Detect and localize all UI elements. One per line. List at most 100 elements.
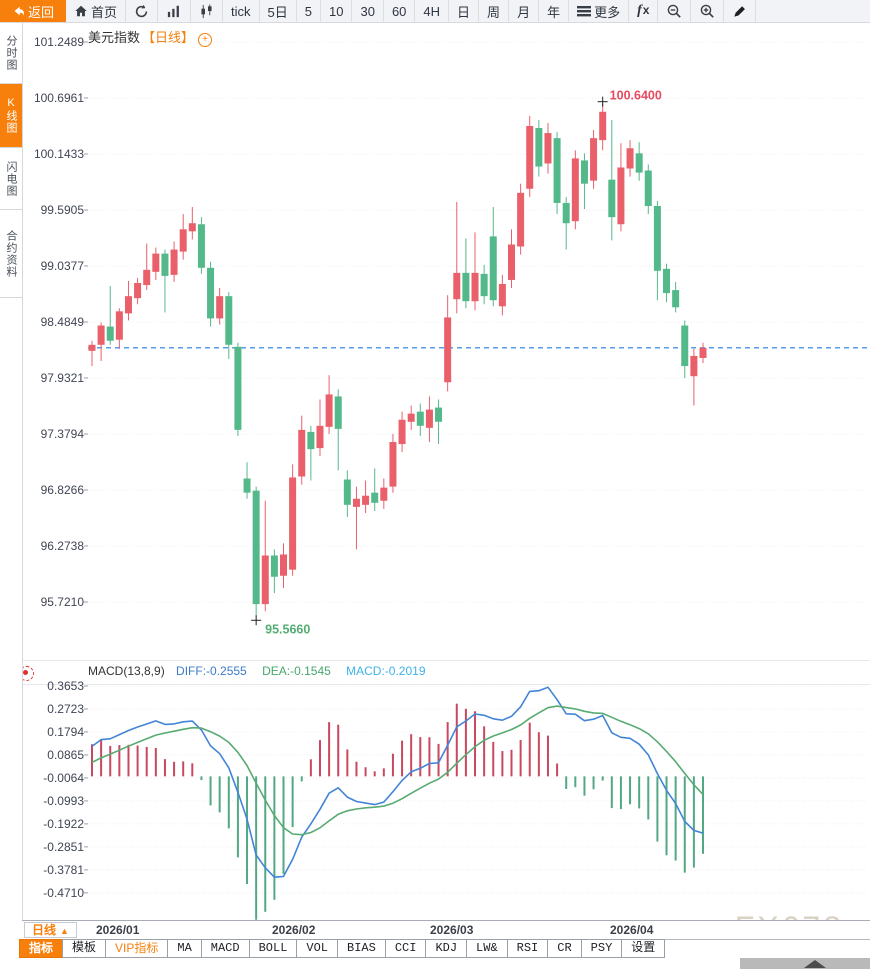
indicator-tab-rsi[interactable]: RSI <box>506 939 549 958</box>
macd-axis-label: -0.0993 <box>43 793 84 808</box>
toolbar-button-5[interactable]: 5 <box>297 0 321 22</box>
toolbar-button-30[interactable]: 30 <box>352 0 384 22</box>
macd-histogram-bar <box>692 776 695 868</box>
macd-histogram-bar <box>455 703 458 777</box>
candle-body <box>526 125 534 189</box>
indicator-tab-boll[interactable]: BOLL <box>248 939 298 958</box>
toolbar-button-refresh[interactable] <box>126 0 159 22</box>
toolbar-button-pencil[interactable] <box>724 0 757 22</box>
indicator-tab-cci[interactable]: CCI <box>384 939 427 958</box>
macd-histogram-bar <box>537 732 540 777</box>
macd-axis-label: -0.1922 <box>43 816 84 831</box>
macd-axis-label: 0.1794 <box>47 724 84 739</box>
macd-histogram-bar <box>629 776 632 805</box>
macd-axis-label: -0.4710 <box>43 885 84 900</box>
macd-axis-label: -0.3781 <box>43 862 84 877</box>
candle-body <box>444 317 452 383</box>
indicator-tab-指标[interactable]: 指标 <box>19 939 64 958</box>
macd-histogram-bar <box>236 776 239 858</box>
toolbar-button-60[interactable]: 60 <box>384 0 416 22</box>
indicator-tab-lw&[interactable]: LW& <box>466 939 508 958</box>
toolbar-button-tick[interactable]: tick <box>223 0 260 22</box>
indicator-tab-vip指标[interactable]: VIP指标 <box>105 939 169 958</box>
toolbar-button-label: 年 <box>547 4 561 20</box>
indicator-tab-bias[interactable]: BIAS <box>337 939 386 958</box>
toolbar-button-年[interactable]: 年 <box>539 0 570 22</box>
toolbar-button-label: 周 <box>487 4 501 20</box>
macd-histogram-bar <box>565 776 568 789</box>
macd-histogram-bar <box>328 722 331 777</box>
candle-body <box>261 555 269 605</box>
toolbar-button-label: 60 <box>391 3 407 19</box>
toolbar-button-月[interactable]: 月 <box>509 0 540 22</box>
candle-body <box>106 326 114 341</box>
sidebar-item-1[interactable]: K线图 <box>0 84 22 148</box>
indicator-tab-macd[interactable]: MACD <box>200 939 250 958</box>
candle-body <box>608 179 616 218</box>
add-overlay-icon[interactable]: + <box>198 33 213 47</box>
low-annotation: 95.5660 <box>265 622 310 636</box>
sidebar-item-3[interactable]: 合约资料 <box>0 210 22 298</box>
sidebar-item-2[interactable]: 闪电图 <box>0 148 22 210</box>
indicator-tab-ma[interactable]: MA <box>167 939 202 958</box>
macd-histogram-bar <box>510 749 513 777</box>
candle-body <box>553 138 561 203</box>
toolbar-button-back-arrow[interactable]: 返回 <box>0 0 67 22</box>
scroll-handle[interactable] <box>740 958 870 969</box>
candle-body <box>371 492 379 503</box>
candle-body <box>653 205 661 271</box>
toolbar-button-bar-chart[interactable] <box>158 0 192 22</box>
price-axis-label: 97.9321 <box>40 371 84 385</box>
candle-body <box>88 344 96 351</box>
indicator-tab-psy[interactable]: PSY <box>580 939 623 958</box>
candle-body <box>389 442 397 487</box>
price-axis-label: 100.6961 <box>33 91 84 105</box>
macd-histogram-bar <box>610 776 613 809</box>
toolbar-button-日[interactable]: 日 <box>449 0 480 22</box>
indicator-tab-设置[interactable]: 设置 <box>621 939 666 958</box>
x-axis-label: 2026/03 <box>430 923 474 937</box>
indicator-tab-cr[interactable]: CR <box>547 939 582 958</box>
candle-body <box>380 487 388 501</box>
candle-body <box>626 148 634 169</box>
toolbar-button-label: 5 <box>304 3 312 19</box>
candle-body <box>143 269 151 286</box>
toolbar-button-label: tick <box>231 3 251 19</box>
toolbar-button-zoom-out[interactable] <box>658 0 692 22</box>
toolbar-button-周[interactable]: 周 <box>479 0 510 22</box>
macd-histogram-bar <box>647 776 650 820</box>
sidebar-item-0[interactable]: 分时图 <box>0 22 22 84</box>
macd-diff-line <box>91 686 704 878</box>
price-axis-label: 96.8266 <box>40 482 84 497</box>
candle-body <box>699 347 707 358</box>
toolbar-button-fx[interactable]: fx <box>629 0 659 22</box>
macd-histogram-bar <box>483 726 486 777</box>
toolbar-button-menu[interactable]: 更多 <box>569 0 630 22</box>
macd-histogram-bar <box>519 739 522 777</box>
candle-body <box>407 413 415 422</box>
macd-histogram-bar <box>182 761 185 777</box>
macd-histogram-bar <box>428 737 431 777</box>
macd-axis-label: 0.3653 <box>47 679 84 693</box>
macd-histogram-bar <box>318 740 321 777</box>
candle-body <box>471 272 479 302</box>
period-selector[interactable]: 日线 ▲ <box>24 922 77 938</box>
toolbar-button-4h[interactable]: 4H <box>415 0 450 22</box>
indicator-tab-kdj[interactable]: KDJ <box>425 939 468 958</box>
toolbar-button-5日[interactable]: 5日 <box>260 0 297 22</box>
macd-diff-value: DIFF:-0.2555 <box>176 664 247 678</box>
candle-body <box>635 153 643 173</box>
toolbar-button-10[interactable]: 10 <box>321 0 353 22</box>
macd-histogram-bar <box>373 771 376 777</box>
candle-body <box>188 223 196 232</box>
zoom-in-icon <box>699 3 715 19</box>
toolbar-button-zoom-in[interactable] <box>691 0 725 22</box>
toolbar-button-candlestick[interactable] <box>191 0 224 22</box>
macd-histogram-bar <box>346 749 349 777</box>
macd-histogram-bar <box>218 776 221 813</box>
macd-axis-label: 0.0865 <box>47 747 84 762</box>
indicator-tab-模板[interactable]: 模板 <box>62 939 107 958</box>
indicator-tab-vol[interactable]: VOL <box>296 939 339 958</box>
toolbar-button-home[interactable]: 首页 <box>66 0 127 22</box>
